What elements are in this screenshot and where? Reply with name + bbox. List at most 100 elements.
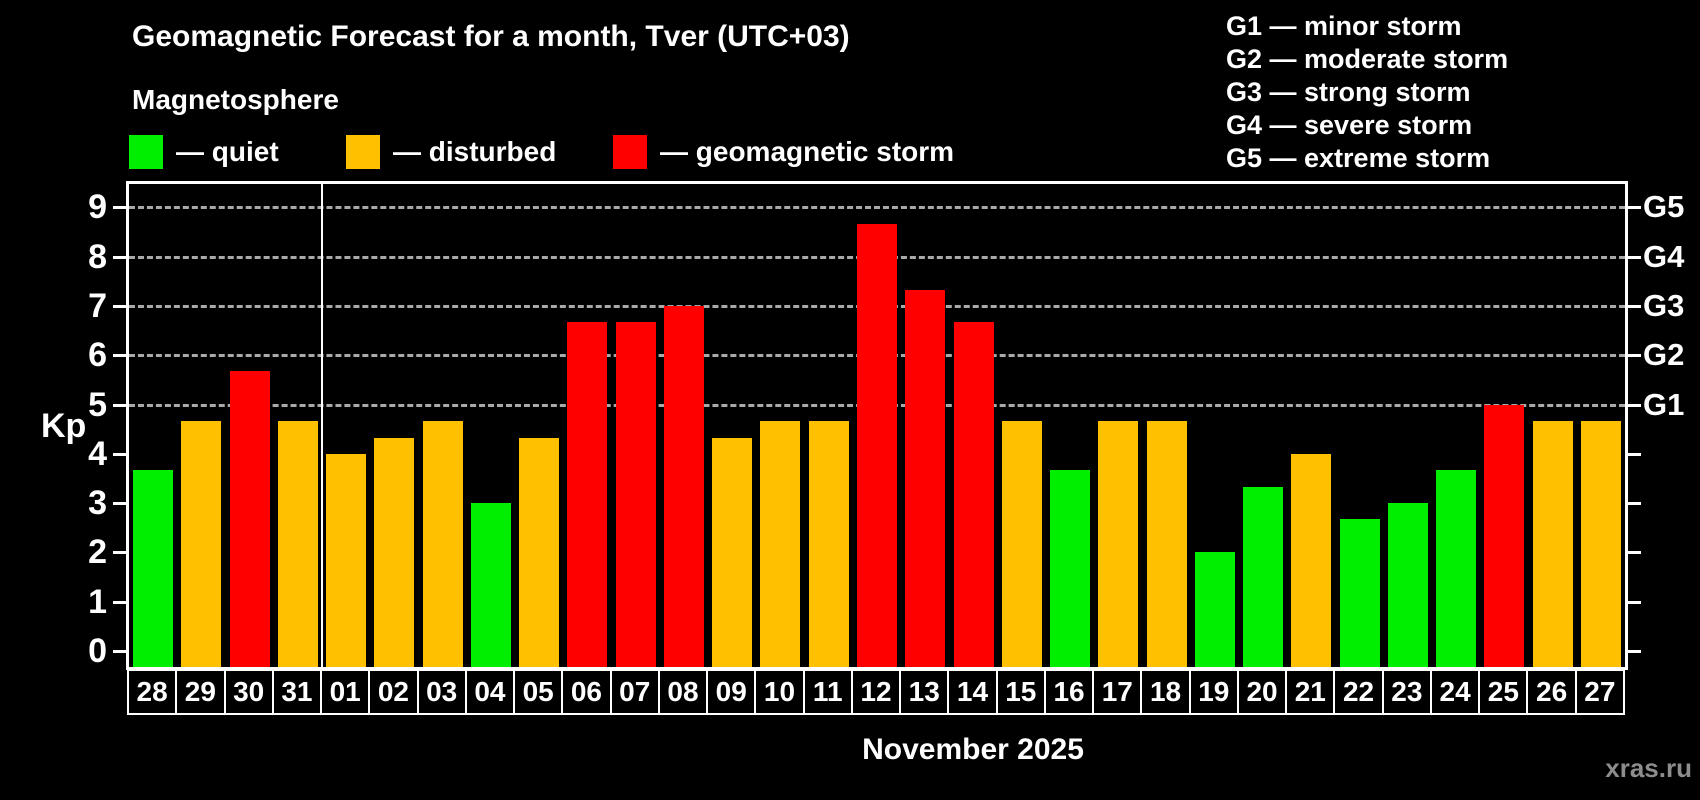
legend-label-storm: — geomagnetic storm [660,136,955,167]
y-tick-left [113,502,126,506]
kp-bar-chart: 0 1 2 3 4 5 6 7 8 9 Kp G5 G4 G3 G2 G1 [41,181,1684,670]
g-scale-legend-line-3: G3 — strong storm [1226,77,1471,107]
x-label-day-14: 14 [948,670,997,714]
y-tick-label: 4 [88,434,107,473]
y-tick-left [113,551,126,555]
kp-bar-day-06 [567,322,608,667]
g-level-label-g3: G3 [1643,287,1685,323]
chart-subtitle: Magnetosphere [132,84,339,115]
y-tick-left [113,452,126,456]
x-label-day-28: 28 [128,670,177,714]
x-label-day-12: 12 [851,670,901,714]
y-tick-label: 7 [88,286,107,325]
y-tick-right [1628,354,1641,358]
kp-bar-day-22 [1339,519,1380,667]
x-label-day-10: 10 [755,670,804,714]
g-scale-legend-line-2: G2 — moderate storm [1226,44,1509,74]
y-tick-label: 8 [88,237,107,276]
y-tick-label: 1 [88,582,107,621]
g-level-label-g5: G5 [1643,189,1685,225]
y-tick-right [1628,452,1641,456]
x-label-day-26: 26 [1527,670,1576,714]
x-label-day-06: 06 [562,670,611,714]
y-tick-left [113,403,126,407]
y-tick-right [1628,502,1641,506]
kp-bar-day-08 [663,305,704,667]
x-label-day-11: 11 [803,670,852,714]
x-label-day-15: 15 [996,670,1045,714]
g-scale-legend-line-5: G5 — extreme storm [1226,143,1491,173]
legend-item-disturbed: — disturbed [346,134,556,170]
kp-bar-day-14 [953,322,994,667]
kp-bar-day-28 [133,470,174,667]
kp-bar-day-21 [1291,453,1332,667]
kp-bar-day-20 [1243,486,1284,667]
kp-bar-day-02 [374,437,415,667]
x-label-day-08: 08 [658,670,708,714]
kp-bar-day-16 [1050,470,1091,667]
kp-bar-day-23 [1387,503,1428,667]
kp-bar-day-11 [808,420,849,667]
x-label-day-13: 13 [900,670,949,714]
y-tick-label: 2 [88,533,107,572]
g-level-label-g4: G4 [1643,238,1685,274]
kp-bar-day-09 [712,437,753,667]
x-label-day-29: 29 [176,670,225,714]
x-label-day-23: 23 [1382,670,1431,714]
legend-item-storm: — geomagnetic storm [613,134,954,170]
y-tick-left [113,304,126,308]
kp-bar-day-27 [1580,420,1621,667]
y-tick-label: 6 [88,336,107,375]
kp-bar-day-15 [1001,420,1042,667]
y-tick-left [113,600,126,604]
kp-bar-day-25 [1484,404,1525,667]
kp-bar-day-17 [1098,420,1139,667]
y-tick-right [1628,206,1641,210]
legend-item-quiet: — quiet [129,134,279,170]
y-tick-right [1628,255,1641,259]
kp-bar-day-30 [229,371,270,667]
x-label-day-16: 16 [1044,670,1094,714]
watermark: xras.ru [1605,753,1692,783]
y-tick-right [1628,551,1641,555]
x-label-day-25: 25 [1479,670,1528,714]
y-axis-title: Kp [41,407,87,446]
x-label-day-30: 30 [224,670,273,714]
kp-bar-day-12 [857,223,897,667]
y-tick-label: 0 [88,632,107,670]
kp-bar-day-03 [422,420,463,667]
y-tick-label: 9 [88,188,107,227]
kp-bar-day-13 [905,289,946,667]
x-label-day-02: 02 [369,670,418,714]
kp-bar-day-29 [181,420,222,667]
kp-bar-day-31 [277,420,318,667]
x-label-day-04: 04 [465,670,515,714]
x-label-day-31: 31 [272,670,322,714]
x-label-day-27: 27 [1575,670,1624,714]
kp-bar-day-26 [1532,420,1573,667]
y-tick-right [1628,600,1641,604]
g-scale-legend: G1 — minor storm G2 — moderate storm G3 — … [1226,10,1508,175]
x-label-day-03: 03 [417,670,466,714]
x-label-day-17: 17 [1093,670,1142,714]
g-level-label-g2: G2 [1643,337,1685,373]
kp-bar-day-04 [470,503,511,667]
y-tick-left [113,255,126,259]
kp-bar-day-10 [760,420,801,667]
x-axis-day-labels: 28 29 30 31 01 02 03 04 05 06 07 08 09 10 11 12 13 14 15 16… [127,669,1625,715]
month-label: November 2025 [862,733,1084,766]
x-label-day-18: 18 [1141,670,1190,714]
kp-bar-day-07 [615,322,656,667]
g-scale-legend-line-4: G4 — severe storm [1226,110,1473,140]
y-tick-right [1628,403,1641,407]
kp-bar-day-18 [1146,420,1187,667]
x-label-day-09: 09 [707,670,756,714]
g-scale-legend-line-1: G1 — minor storm [1226,11,1462,41]
kp-bar-day-19 [1194,552,1235,667]
legend-swatch-storm [613,135,647,169]
y-tick-right [1628,304,1641,308]
chart-title: Geomagnetic Forecast for a month, Tver (… [132,20,850,53]
x-label-day-05: 05 [514,670,563,714]
x-label-day-20: 20 [1237,670,1287,714]
